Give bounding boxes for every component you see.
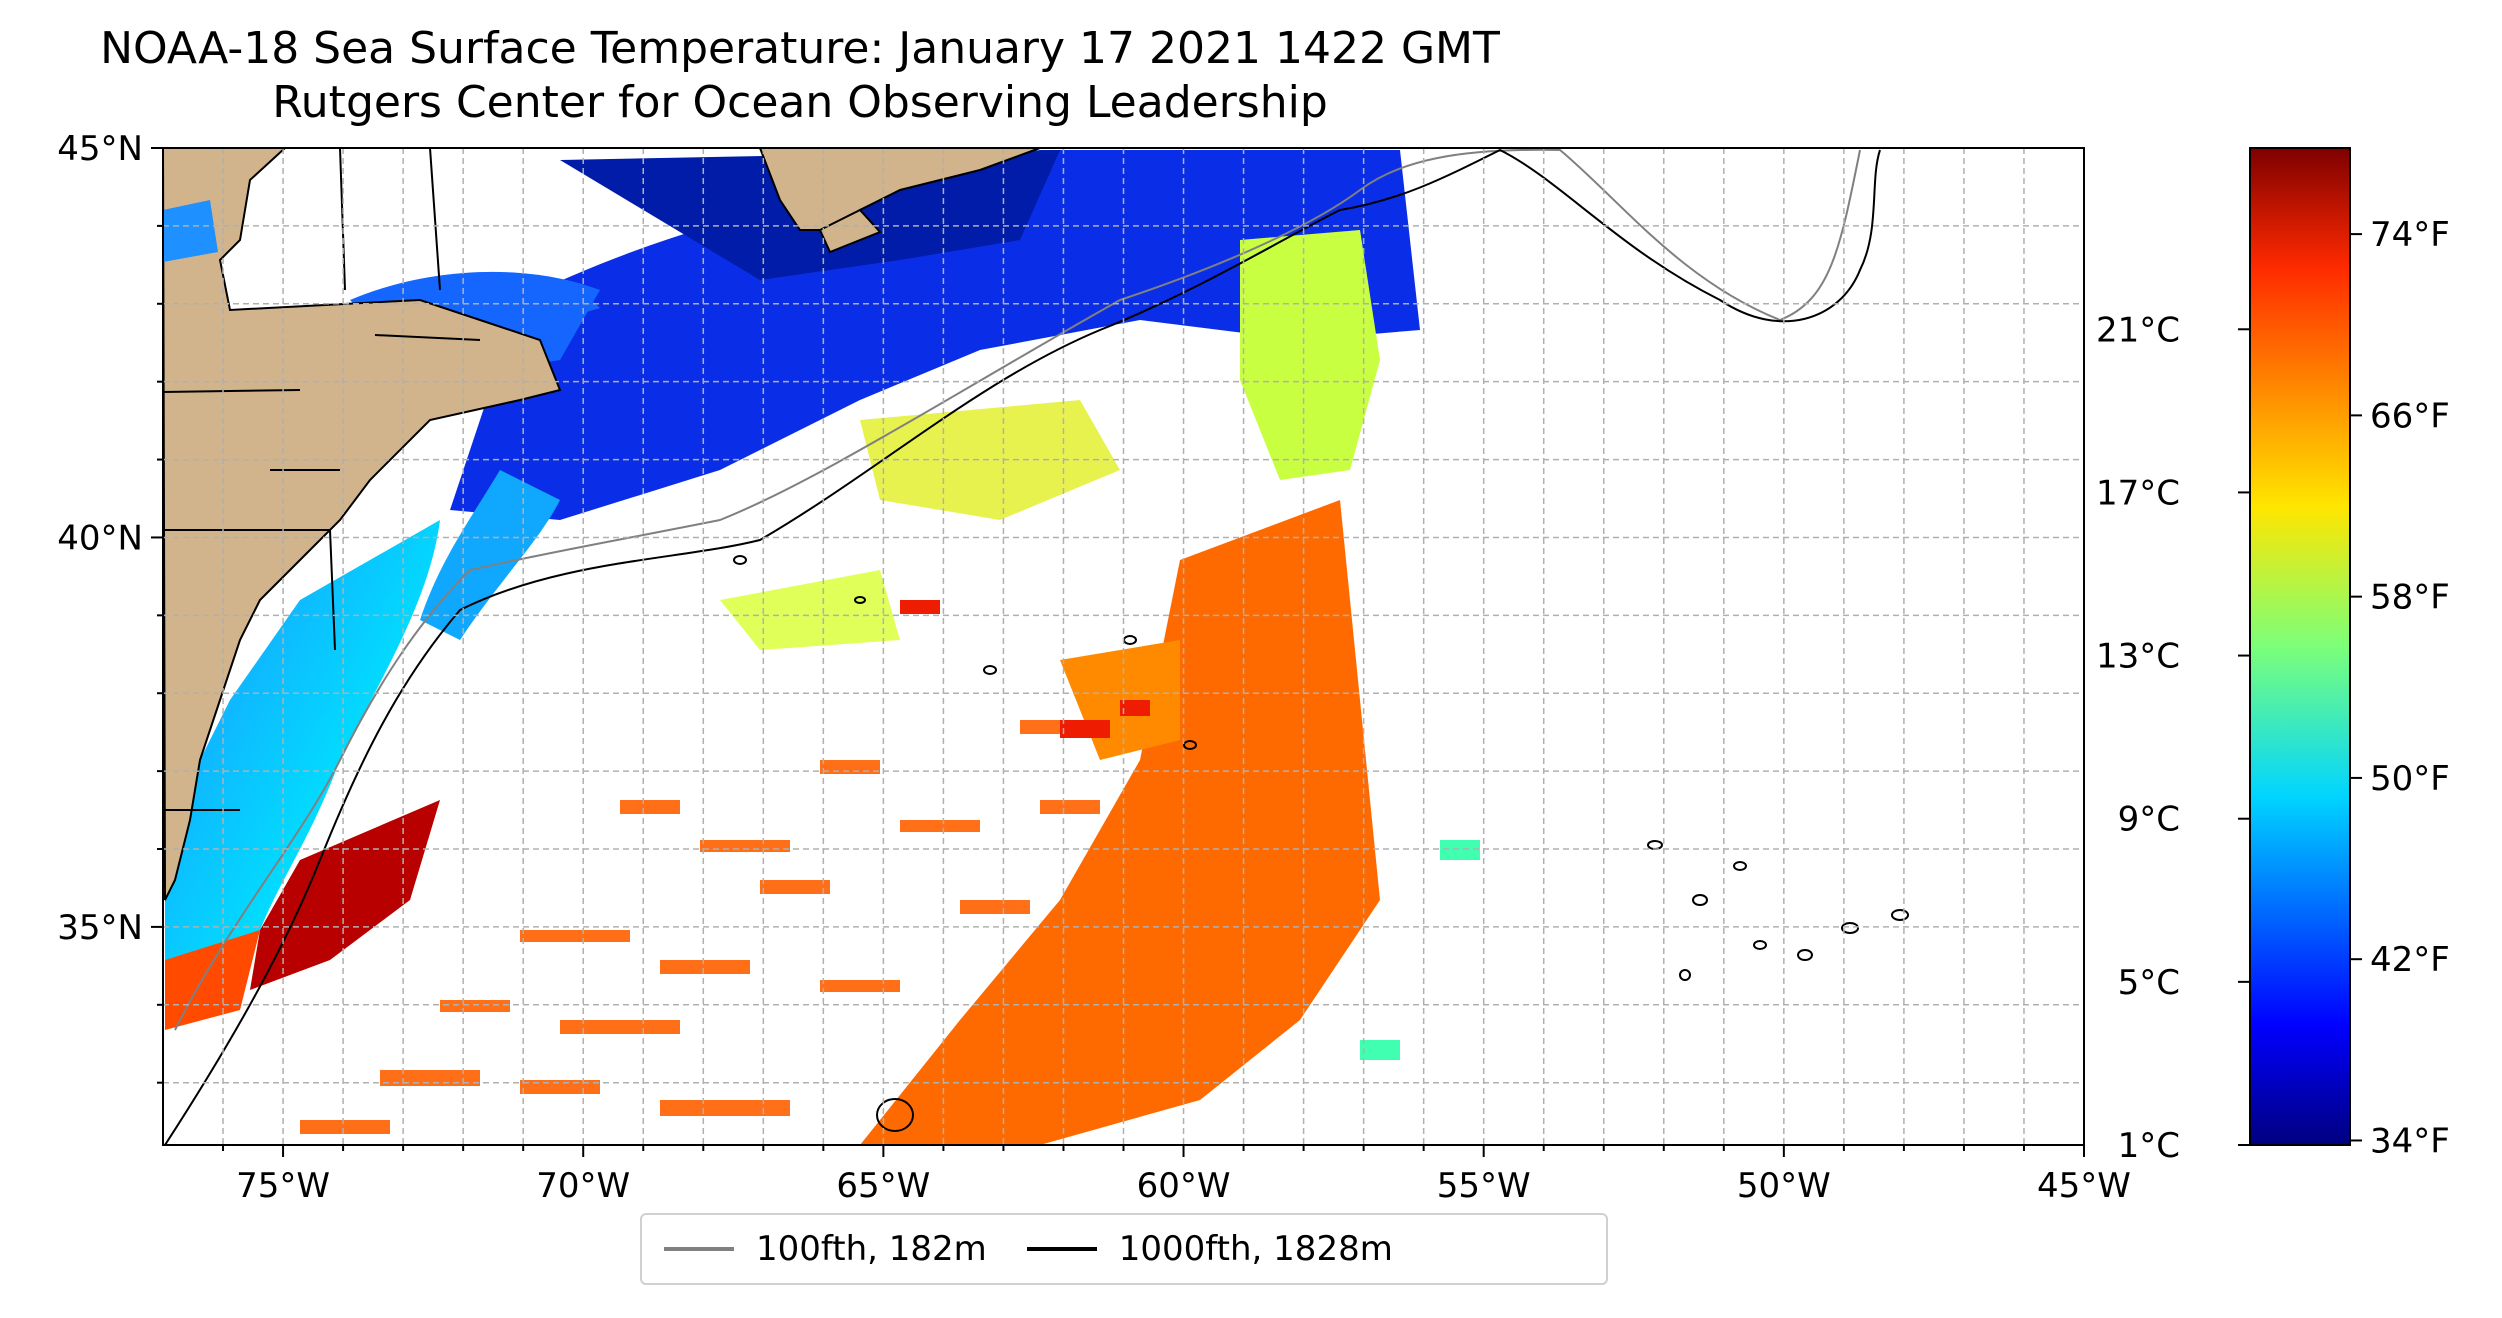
grid-lines xyxy=(163,148,2084,1145)
fahrenheit-tick-label: 50°F xyxy=(2370,759,2450,799)
fahrenheit-tick-label: 66°F xyxy=(2370,396,2450,436)
sst-patches xyxy=(1360,840,1480,1060)
x-tick-label: 70°W xyxy=(536,1166,630,1206)
celsius-tick-label: 1°C xyxy=(2118,1126,2180,1166)
bathymetry-contours xyxy=(164,148,1909,1145)
legend-item-1000fth: 1000fth, 1828m xyxy=(1026,1229,1393,1269)
title-line-1: NOAA-18 Sea Surface Temperature: January… xyxy=(100,23,1500,74)
contour-1000fth xyxy=(164,148,1881,1145)
colorbar xyxy=(2249,147,2351,1146)
sst-patches xyxy=(900,600,1150,738)
warm-water-region xyxy=(250,800,440,990)
celsius-tick-label: 17°C xyxy=(2096,473,2180,513)
fahrenheit-tick-label: 42°F xyxy=(2370,940,2450,980)
celsius-tick-label: 9°C xyxy=(2118,800,2180,840)
warm-water-region xyxy=(860,500,1380,1145)
contour-100fth xyxy=(174,148,1861,1031)
legend-item-100fth: 100fth, 182m xyxy=(664,1229,987,1269)
x-tick-label: 50°W xyxy=(1737,1166,1831,1206)
fahrenheit-tick-label: 34°F xyxy=(2370,1121,2450,1161)
sst-layer xyxy=(165,150,1480,1145)
transition-water-region xyxy=(720,570,900,650)
legend: 100fth, 182m 1000fth, 1828m xyxy=(640,1213,1608,1285)
x-tick-label: 55°W xyxy=(1437,1166,1531,1206)
y-tick-label: 40°N xyxy=(57,518,143,558)
colorbar-ticks: 21°C 17°C 13°C 9°C 5°C 1°C 74°F 66°F 58°F 50°F 42°… xyxy=(2096,215,2450,1166)
legend-swatch-gray xyxy=(664,1247,734,1251)
cold-water-region xyxy=(450,150,1420,520)
transition-water-region xyxy=(1240,230,1380,480)
chart-title: NOAA-18 Sea Surface Temperature: January… xyxy=(0,22,1600,130)
x-tick-label: 75°W xyxy=(236,1166,330,1206)
legend-label: 100fth, 182m xyxy=(756,1229,987,1269)
shelf-water-region xyxy=(420,470,560,640)
x-tick-label: 60°W xyxy=(1137,1166,1231,1206)
shelf-water-region xyxy=(165,520,440,1030)
celsius-tick-label: 13°C xyxy=(2096,637,2180,677)
x-tick-label: 45°W xyxy=(2037,1166,2131,1206)
x-tick-label: 65°W xyxy=(836,1166,930,1206)
seamounts xyxy=(733,555,1909,1132)
title-line-2: Rutgers Center for Ocean Observing Leade… xyxy=(272,77,1328,128)
celsius-tick-label: 21°C xyxy=(2096,310,2180,350)
legend-label: 1000fth, 1828m xyxy=(1118,1229,1393,1269)
celsius-tick-label: 5°C xyxy=(2118,963,2180,1003)
y-tick-label: 35°N xyxy=(57,908,143,948)
state-borders xyxy=(162,147,481,811)
legend-swatch-black xyxy=(1026,1247,1097,1251)
land xyxy=(161,147,1041,901)
fahrenheit-tick-label: 74°F xyxy=(2370,215,2450,255)
y-tick-label: 45°N xyxy=(57,129,143,169)
map-axes: 75°W 70°W 65°W 60°W 55°W 50°W 45°W 45°N 40°N 35°N xyxy=(57,129,2131,1206)
fahrenheit-tick-label: 58°F xyxy=(2370,578,2450,618)
